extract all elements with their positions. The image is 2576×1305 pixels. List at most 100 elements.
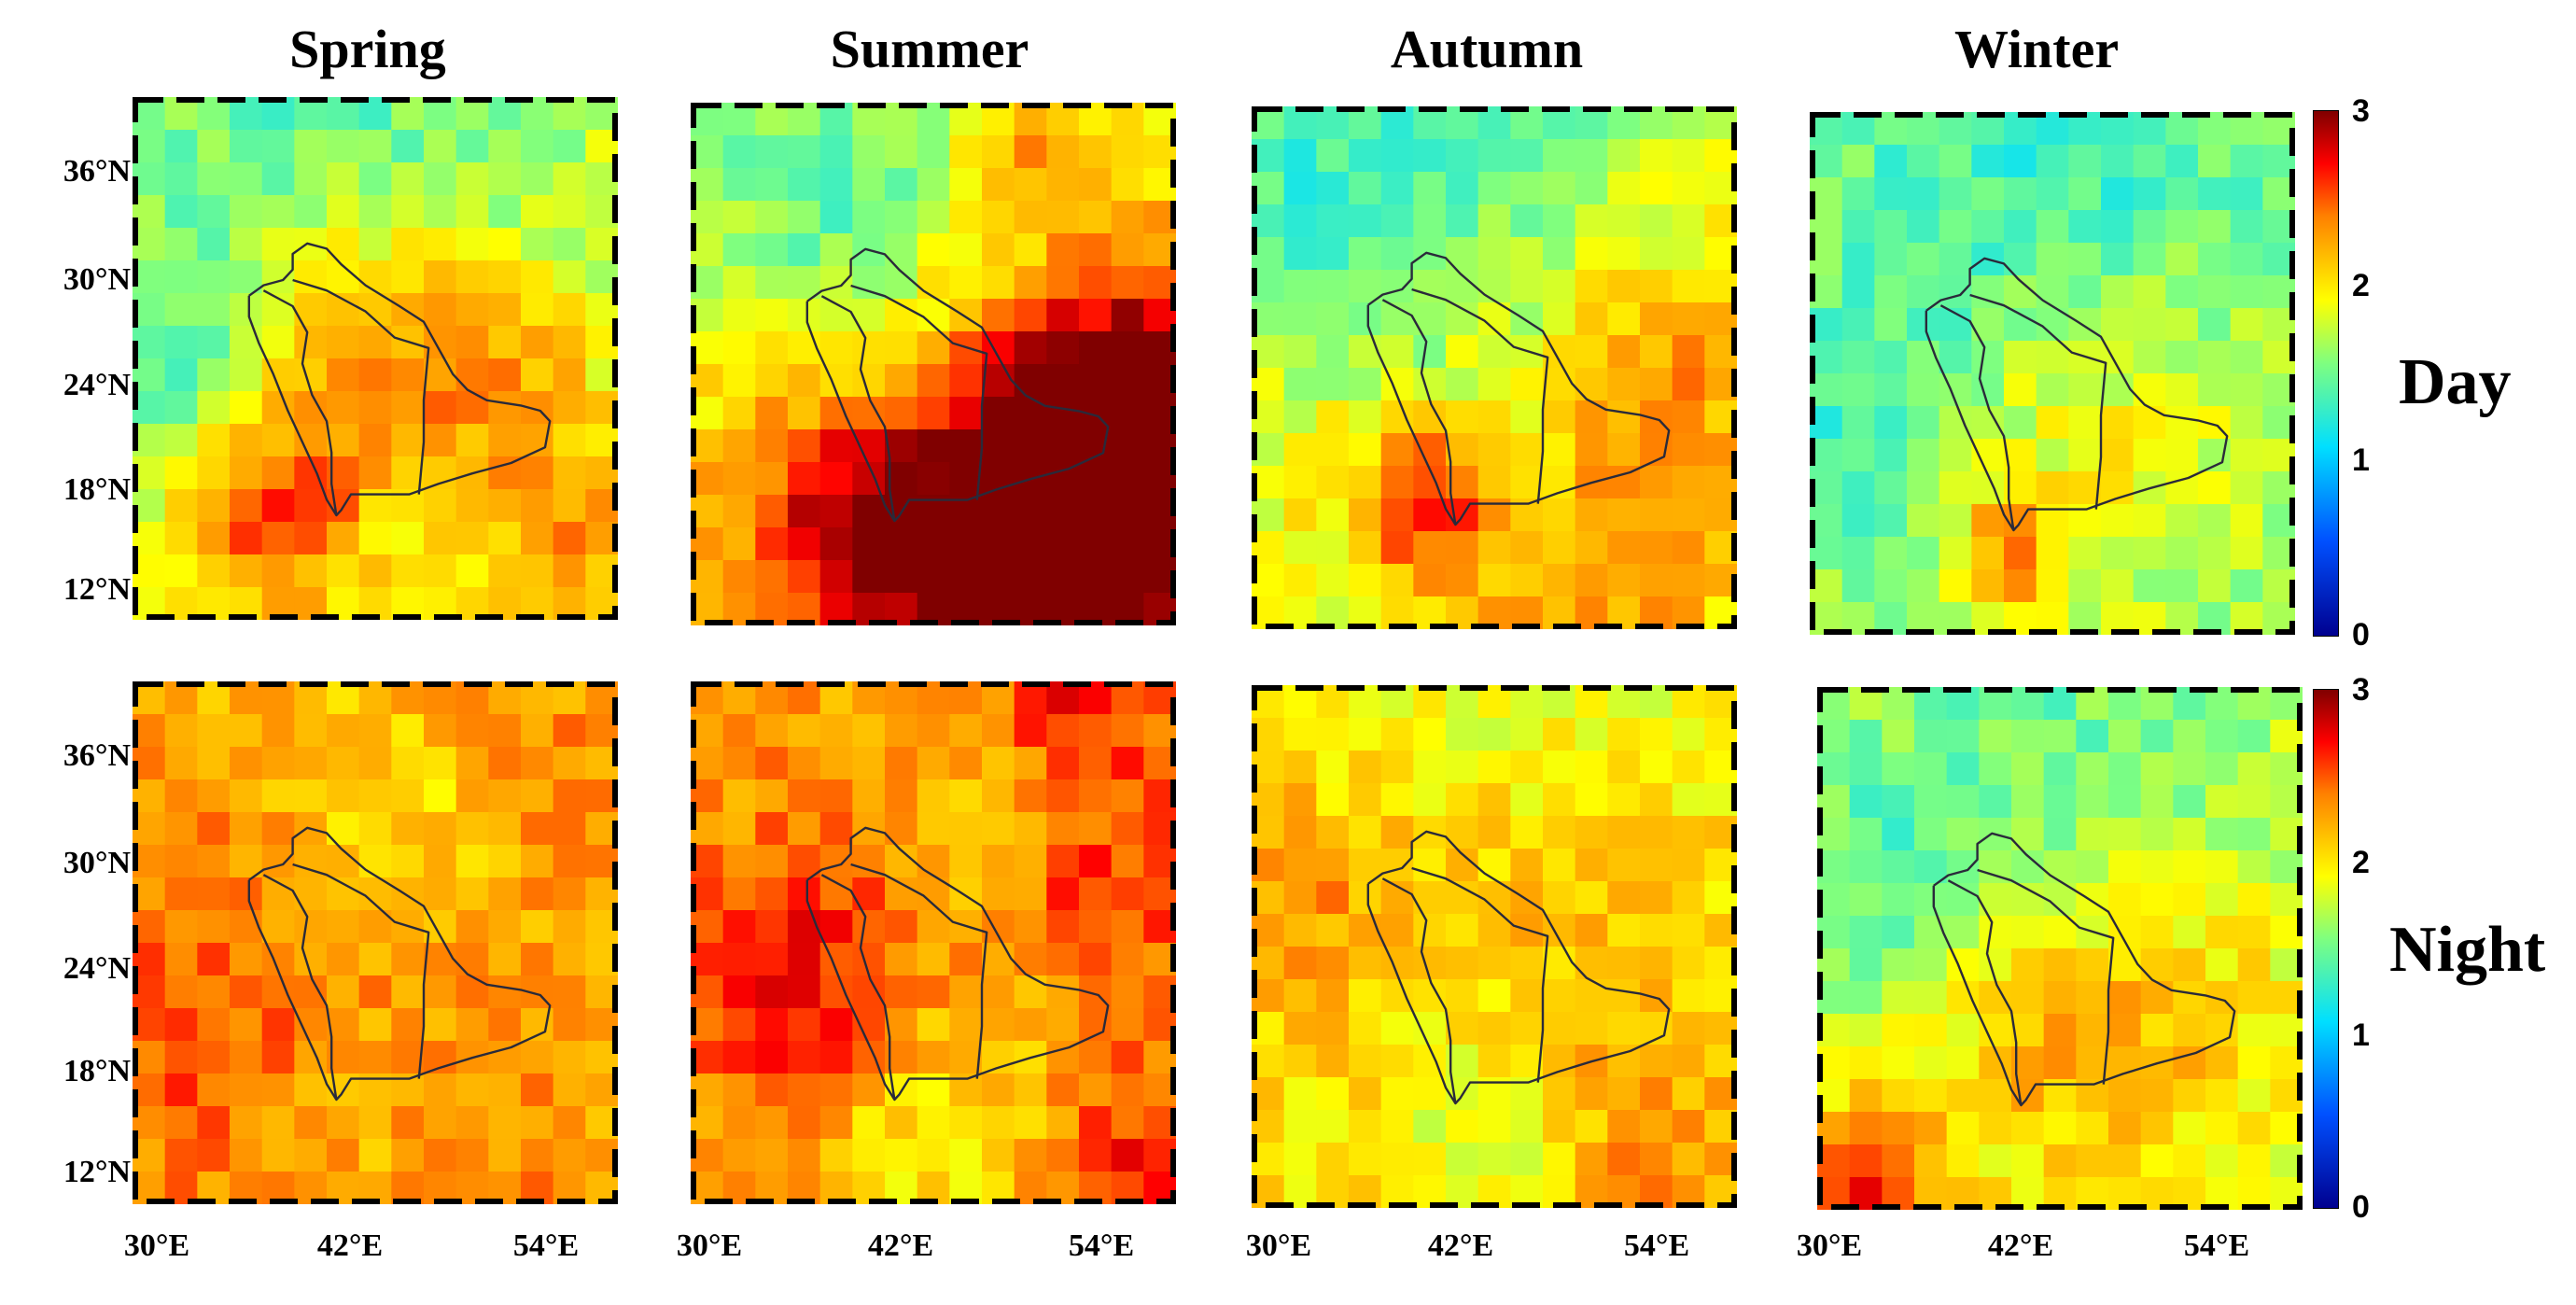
grid-cell [2011, 785, 2045, 819]
grid-cell [1014, 1008, 1047, 1042]
grid-cell [1046, 527, 1080, 561]
grid-cell [391, 195, 425, 229]
grid-cell [197, 554, 231, 588]
grid-cell [2237, 850, 2271, 884]
grid-cell [2237, 720, 2271, 753]
grid-cell [1380, 1077, 1414, 1111]
lon-label-30e-autumn: 30°E [1245, 1228, 1312, 1263]
grid-cell [1907, 243, 1940, 276]
grid-cell [1111, 233, 1144, 267]
colorbar-tick-1-night: 1 [2352, 1017, 2370, 1053]
grid-cell [885, 168, 918, 202]
grid-cell [2165, 341, 2199, 374]
grid-cell [197, 130, 231, 163]
grid-cell [819, 975, 853, 1009]
grid-cell [1510, 947, 1544, 980]
grid-cell [917, 266, 950, 300]
grid-cell [1413, 335, 1447, 369]
grid-cell [1079, 779, 1113, 813]
season-title-winter: Winter [1953, 19, 2120, 79]
grid-cell [164, 391, 198, 425]
grid-cell [2230, 275, 2263, 309]
grid-cell [358, 812, 392, 846]
grid-cell [2076, 818, 2109, 851]
grid-cell [1672, 947, 1705, 980]
grid-cell [521, 456, 554, 490]
grid-cell [455, 943, 489, 976]
grid-cell [917, 1041, 950, 1074]
grid-cell [1575, 302, 1608, 336]
grid-cell [1014, 364, 1047, 398]
lon-label-54e-autumn: 54°E [1623, 1228, 1690, 1263]
grid-cell [1014, 714, 1047, 748]
grid-cell [2198, 177, 2232, 211]
grid-cell [1640, 498, 1673, 532]
grid-cell [358, 456, 392, 490]
grid-cell [294, 1106, 328, 1140]
grid-cell [1979, 785, 2012, 819]
grid-cell [1882, 948, 1915, 982]
grid-cell [230, 779, 263, 813]
grid-cell [819, 397, 853, 430]
grid-cell [885, 397, 918, 430]
grid-cell [1640, 139, 1673, 173]
grid-cell [197, 293, 231, 327]
grid-cell [852, 1106, 886, 1140]
grid-cell [885, 560, 918, 594]
grid-cell [1640, 849, 1673, 882]
grid-cell [553, 293, 586, 327]
grid-cell [1575, 531, 1608, 565]
grid-cell [424, 747, 457, 780]
grid-cell [2004, 145, 2037, 178]
grid-cell [852, 364, 886, 398]
grid-cell [1510, 816, 1544, 849]
grid-cell [197, 1008, 231, 1042]
basin-boundary-central [850, 863, 988, 1079]
grid-cell [1914, 948, 1948, 982]
grid-cell [1111, 495, 1144, 528]
grid-cell [1283, 302, 1317, 336]
grid-cell [358, 195, 392, 229]
grid-cell [1971, 145, 2005, 178]
grid-cell [1446, 564, 1479, 597]
grid-cell [1477, 237, 1511, 271]
grid-cell [917, 397, 950, 430]
grid-cell [755, 364, 789, 398]
grid-cell [230, 228, 263, 261]
grid-cell [1672, 816, 1705, 849]
grid-cell [424, 1106, 457, 1140]
grid-cell [1607, 368, 1641, 401]
grid-cell [1046, 495, 1080, 528]
grid-cell [1882, 785, 1915, 819]
grid-cell [197, 845, 231, 878]
grid-cell [2011, 981, 2045, 1015]
grid-cell [1079, 845, 1113, 878]
basin-boundary-west [1939, 304, 2015, 531]
grid-cell [1575, 335, 1608, 369]
grid-cell [1907, 569, 1940, 603]
grid-cell [885, 943, 918, 976]
grid-cell [391, 162, 425, 196]
grid-cell [391, 714, 425, 748]
grid-cell [1874, 504, 1908, 538]
grid-cell [2165, 439, 2199, 472]
grid-cell [2068, 439, 2102, 472]
grid-cell [553, 130, 586, 163]
grid-cell [1046, 845, 1080, 878]
grid-cell [1575, 172, 1608, 205]
grid-cell [1446, 816, 1479, 849]
grid-cell [1907, 471, 1940, 505]
grid-cell [1672, 172, 1705, 205]
grid-cell [1607, 204, 1641, 238]
grid-cell [261, 1106, 295, 1140]
grid-cell [1640, 531, 1673, 565]
grid-cell [1907, 177, 1940, 211]
grid-cell [1946, 1079, 1980, 1113]
colorbar-tick-0-night: 0 [2352, 1189, 2370, 1225]
grid-cell [1946, 850, 1980, 884]
grid-cell [230, 747, 263, 780]
grid-cell [164, 489, 198, 523]
grid-cell [1446, 400, 1479, 434]
colorbar-tick-3-day: 3 [2352, 93, 2370, 129]
grid-cell [197, 162, 231, 196]
